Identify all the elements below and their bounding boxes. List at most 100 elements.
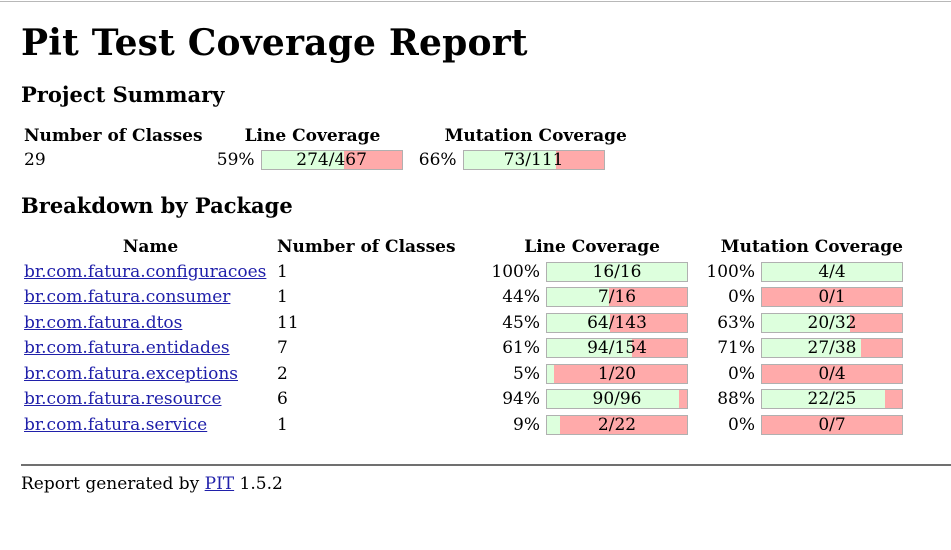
table-row: br.com.fatura.dtos 11 45% 64/143 63% 20/32 [24, 310, 903, 336]
package-mutation-ratio: 27/38 [807, 338, 857, 359]
breakdown-heading: Breakdown by Package [21, 193, 293, 218]
package-mutation-bar: 20/32 [761, 312, 903, 333]
package-line-bar: 7/16 [546, 287, 688, 308]
summary-header-mutation: Mutation Coverage [444, 126, 627, 146]
package-line-fill [547, 262, 687, 281]
footer-version: 1.5.2 [239, 474, 283, 494]
footer-divider [21, 464, 951, 466]
table-row: br.com.fatura.service 1 9% 2/22 0% 0/7 [24, 412, 903, 438]
package-link[interactable]: br.com.fatura.entidades [24, 338, 230, 359]
package-mutation-bar: 0/7 [761, 414, 903, 435]
package-mutation-bar: 0/1 [761, 287, 903, 308]
package-line-cell: 94/154 [546, 336, 688, 362]
package-line-fill [547, 364, 554, 383]
package-header-line: Line Coverage [524, 237, 660, 257]
package-classes: 1 [277, 287, 288, 308]
summary-header-row: Number of Classes Line Coverage Mutation… [24, 124, 627, 148]
package-header-mutation: Mutation Coverage [720, 237, 903, 257]
package-line-fill [547, 390, 679, 409]
package-mutation-ratio: 20/32 [807, 312, 857, 333]
project-summary-table: Number of Classes Line Coverage Mutation… [24, 124, 627, 172]
package-line-pct: 100% [491, 261, 540, 282]
package-link[interactable]: br.com.fatura.dtos [24, 312, 183, 333]
package-link[interactable]: br.com.fatura.service [24, 414, 208, 435]
package-mutation-ratio: 0/1 [818, 287, 846, 308]
package-mutation-bar: 4/4 [761, 261, 903, 282]
pit-link[interactable]: PIT [204, 474, 235, 494]
summary-line-pct: 59% [216, 150, 255, 170]
table-row: br.com.fatura.resource 6 94% 90/96 88% 22/25 [24, 387, 903, 413]
package-link[interactable]: br.com.fatura.consumer [24, 287, 231, 308]
package-mutation-fill [762, 313, 851, 332]
summary-mutation-pct: 66% [418, 150, 457, 170]
package-line-cell: 16/16 [546, 259, 688, 285]
package-mutation-ratio: 4/4 [818, 261, 846, 282]
package-name-cell: br.com.fatura.configuracoes [24, 259, 277, 285]
summary-header-line: Line Coverage [244, 126, 381, 146]
package-classes: 1 [277, 261, 288, 282]
summary-classes: 29 [24, 150, 46, 170]
package-name-cell: br.com.fatura.resource [24, 387, 277, 413]
summary-mutation-cell: 73/111 [462, 148, 627, 172]
package-link[interactable]: br.com.fatura.resource [24, 389, 222, 410]
summary-line-ratio: 274/467 [296, 150, 367, 170]
package-line-pct: 45% [502, 312, 540, 333]
package-line-pct: 44% [502, 287, 540, 308]
table-row: br.com.fatura.exceptions 2 5% 1/20 0% 0/4 [24, 361, 903, 387]
package-mutation-cell: 20/32 [761, 310, 903, 336]
package-header-name: Name [122, 237, 179, 257]
package-name-cell: br.com.fatura.entidades [24, 336, 277, 362]
summary-mutation-ratio: 73/111 [503, 150, 564, 170]
package-line-cell: 1/20 [546, 361, 688, 387]
package-classes: 1 [277, 414, 288, 435]
package-mutation-pct: 71% [717, 338, 755, 359]
package-line-pct: 61% [502, 338, 540, 359]
package-link[interactable]: br.com.fatura.configuracoes [24, 261, 267, 282]
package-breakdown-table: Name Number of Classes Line Coverage Mut… [24, 235, 903, 438]
summary-mutation-bar: 73/111 [462, 150, 605, 170]
package-classes: 11 [277, 312, 299, 333]
summary-line-cell: 274/467 [260, 148, 403, 172]
footer-prefix: Report generated by [21, 474, 200, 494]
package-line-fill [547, 313, 610, 332]
package-line-fill [547, 415, 560, 434]
package-mutation-cell: 27/38 [761, 336, 903, 362]
package-header-row: Name Number of Classes Line Coverage Mut… [24, 235, 903, 259]
package-mutation-pct: 63% [717, 312, 755, 333]
package-mutation-fill [762, 339, 862, 358]
package-link[interactable]: br.com.fatura.exceptions [24, 363, 238, 384]
package-name-cell: br.com.fatura.exceptions [24, 361, 277, 387]
project-summary-heading: Project Summary [21, 82, 225, 107]
package-rows: br.com.fatura.configuracoes 1 100% 16/16 100… [24, 259, 903, 438]
table-row: br.com.fatura.consumer 1 44% 7/16 0% 0/1 [24, 285, 903, 311]
top-divider [0, 1, 951, 2]
package-mutation-ratio: 0/7 [818, 414, 846, 435]
package-name-cell: br.com.fatura.consumer [24, 285, 277, 311]
package-line-pct: 5% [513, 363, 540, 384]
package-mutation-ratio: 22/25 [807, 389, 857, 410]
package-line-pct: 9% [513, 414, 540, 435]
package-mutation-cell: 22/25 [761, 387, 903, 413]
package-classes: 7 [277, 338, 288, 359]
package-line-ratio: 94/154 [587, 338, 647, 359]
package-line-ratio: 64/143 [587, 312, 647, 333]
package-classes: 6 [277, 389, 288, 410]
package-mutation-pct: 0% [728, 363, 755, 384]
package-classes: 2 [277, 363, 288, 384]
package-line-fill [547, 288, 609, 307]
package-mutation-fill [762, 390, 886, 409]
package-line-ratio: 2/22 [597, 414, 637, 435]
package-line-cell: 2/22 [546, 412, 688, 438]
package-header-classes: Number of Classes [277, 237, 456, 257]
package-mutation-pct: 0% [728, 287, 755, 308]
summary-row: 29 59% 274/467 66% 73/111 [24, 148, 627, 172]
package-line-bar: 94/154 [546, 338, 688, 359]
package-line-pct: 94% [502, 389, 540, 410]
package-mutation-ratio: 0/4 [818, 363, 846, 384]
package-line-bar: 2/22 [546, 414, 688, 435]
package-mutation-pct: 88% [717, 389, 755, 410]
package-name-cell: br.com.fatura.service [24, 412, 277, 438]
package-line-cell: 7/16 [546, 285, 688, 311]
package-mutation-bar: 0/4 [761, 363, 903, 384]
table-row: br.com.fatura.configuracoes 1 100% 16/16 100… [24, 259, 903, 285]
